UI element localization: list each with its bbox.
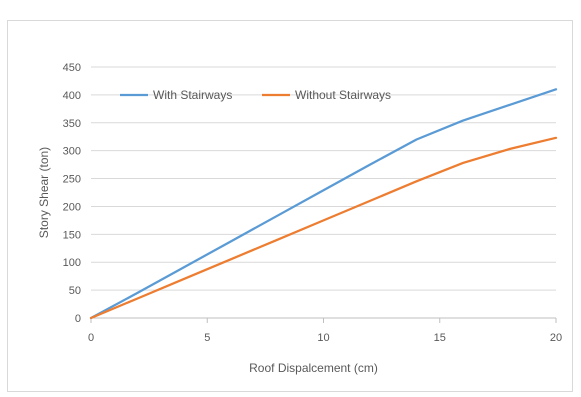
y-axis-title: Story Shear (ton) [37, 147, 51, 238]
x-tick-label: 10 [317, 332, 329, 344]
series-line-with-stairways [89, 88, 558, 320]
legend-label-with-stairways: With Stairways [153, 88, 232, 102]
y-tick-label: 100 [63, 257, 81, 269]
x-axis-title: Roof Dispalcement (cm) [249, 361, 378, 375]
legend-label-without-stairways: Without Stairways [295, 88, 391, 102]
y-tick-label: 300 [63, 146, 81, 158]
y-tick-label: 50 [69, 285, 81, 297]
y-tick-label: 450 [63, 62, 81, 74]
y-tick-label: 200 [63, 201, 81, 213]
y-tick-label: 350 [63, 118, 81, 130]
x-tick-label: 0 [88, 332, 94, 344]
y-tick-label: 0 [75, 313, 81, 325]
y-tick-label: 400 [63, 90, 81, 102]
y-tick-label: 250 [63, 174, 81, 186]
x-tick-label: 15 [434, 332, 446, 344]
series-line-without-stairways [89, 136, 558, 320]
y-tick-label: 150 [63, 229, 81, 241]
x-tick-label: 20 [550, 332, 562, 344]
x-tick-label: 5 [204, 332, 210, 344]
